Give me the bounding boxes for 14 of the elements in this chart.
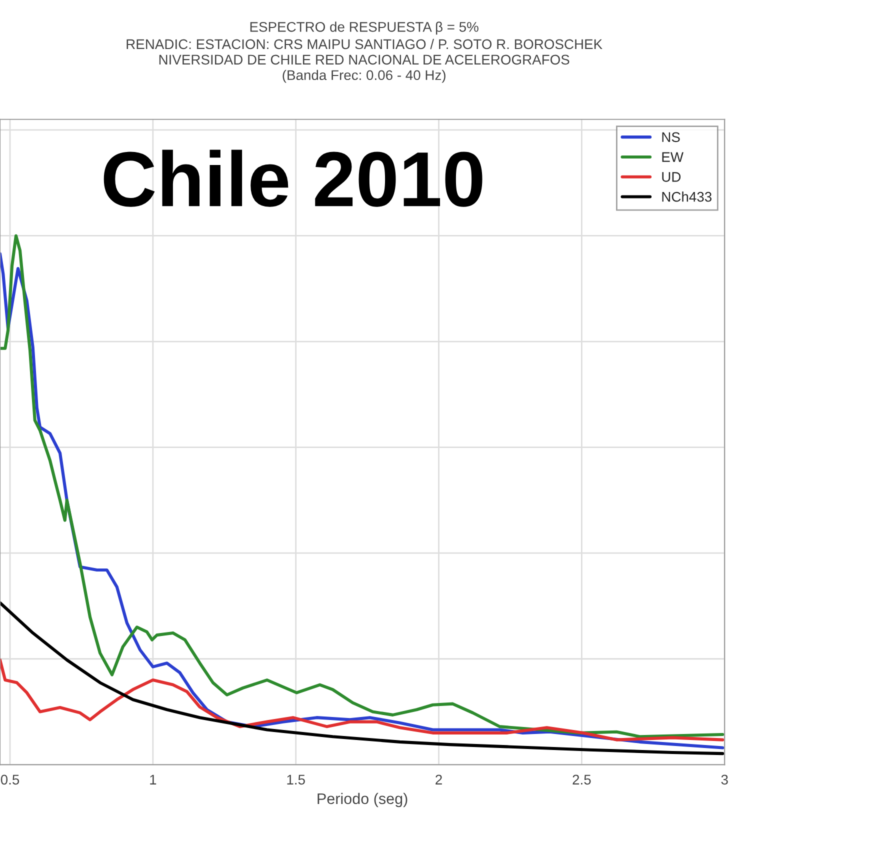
x-tick-label: 2.5 — [572, 774, 591, 785]
legend-label: EW — [662, 152, 684, 162]
x-tick-label: 1 — [150, 774, 156, 784]
legend-label: NCh433 — [662, 192, 712, 202]
legend-label: UD — [662, 172, 681, 182]
text: Chile 2010 — [104, 150, 482, 207]
x-axis-title: Periodo (seg) — [318, 792, 408, 808]
x-tick-label: 3 — [721, 774, 728, 785]
chart-subtitle: RENADIC: ESTACION: CRS MAIPU SANTIAGO / P. SOTO R. BOROSCHEK NIVERSIDAD DE CHILE RED NACIONAL DE ACELEROGRAFOS (Banda Frec: 0.06 - 40 Hz) — [126, 38, 602, 83]
legend-label: NS — [662, 132, 680, 142]
x-tick-label: 0.5 — [0, 774, 20, 785]
x-tick-label: 1.5 — [287, 774, 305, 785]
chart-title: ESPECTRO de RESPUESTA β = 5% — [250, 22, 478, 35]
x-tick-label: 2 — [436, 774, 442, 784]
